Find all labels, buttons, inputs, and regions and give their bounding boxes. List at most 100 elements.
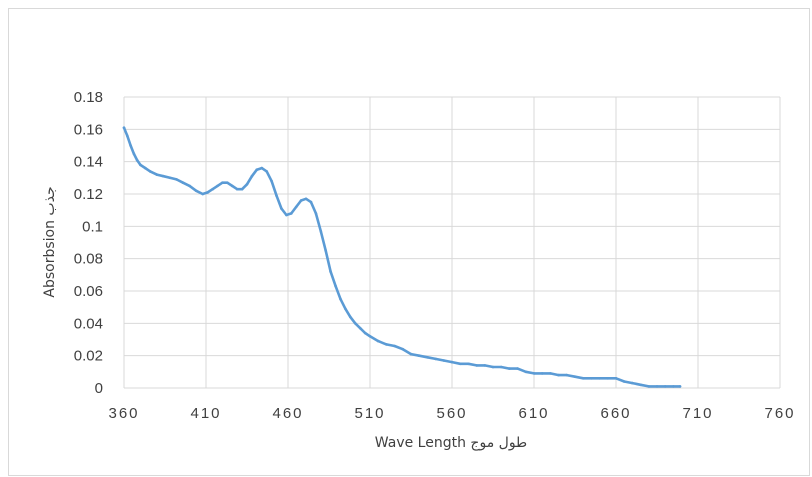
data-point — [260, 166, 264, 170]
x-tick-label: 560 — [436, 405, 467, 422]
data-point — [442, 359, 446, 362]
data-point — [206, 191, 209, 194]
data-point — [194, 189, 198, 193]
data-point — [499, 365, 503, 369]
data-point — [631, 381, 634, 385]
data-point — [614, 377, 618, 380]
data-point — [393, 344, 396, 348]
data-point — [148, 170, 152, 173]
data-point — [309, 200, 313, 204]
data-point — [250, 174, 254, 178]
data-point — [304, 197, 308, 201]
data-point — [211, 187, 214, 191]
data-point — [467, 362, 470, 366]
data-point — [221, 181, 224, 184]
data-point — [270, 179, 273, 183]
data-point — [290, 212, 293, 215]
data-point — [678, 385, 682, 388]
data-point — [329, 270, 332, 273]
x-tick-label: 510 — [354, 405, 385, 422]
data-point — [573, 375, 577, 379]
x-tick-label: 610 — [518, 405, 549, 422]
series-line — [122, 126, 682, 388]
y-tick-label: 0.08 — [74, 251, 103, 268]
y-tick-label: 0.02 — [74, 348, 103, 365]
y-tick-label: 0.12 — [74, 186, 103, 203]
data-point — [655, 385, 659, 388]
data-point — [285, 213, 288, 217]
data-point — [358, 326, 362, 330]
data-point — [280, 207, 283, 210]
y-tick-label: 0.16 — [74, 121, 103, 138]
y-tick-label: 0 — [95, 380, 103, 397]
data-point — [434, 357, 437, 361]
data-point — [516, 367, 519, 370]
data-point — [639, 383, 642, 387]
data-point — [299, 199, 303, 202]
x-tick-label: 410 — [190, 405, 221, 422]
data-point — [565, 373, 569, 377]
data-point — [339, 297, 342, 301]
data-point — [540, 372, 544, 375]
data-point — [663, 385, 667, 388]
data-point — [344, 307, 347, 311]
data-point — [458, 362, 462, 366]
x-axis-title: Wave Length طول موج — [375, 435, 527, 451]
x-tick-label: 460 — [272, 405, 303, 422]
data-point — [230, 184, 234, 188]
data-point — [314, 212, 318, 215]
data-point — [590, 377, 593, 380]
data-point — [132, 152, 136, 155]
y-axis-title: Absorbsion جذب — [42, 186, 58, 297]
data-point — [235, 187, 239, 191]
data-point — [162, 174, 165, 178]
data-point — [349, 315, 352, 319]
data-point — [226, 181, 229, 184]
data-point — [672, 385, 675, 388]
grid — [123, 96, 781, 389]
series-group — [122, 126, 682, 388]
data-point — [508, 367, 511, 370]
data-point — [139, 163, 142, 167]
data-point — [483, 364, 487, 367]
data-point — [450, 360, 454, 364]
data-point — [126, 134, 129, 138]
data-point — [622, 380, 626, 383]
data-point — [524, 370, 528, 374]
data-point — [426, 356, 429, 359]
data-point — [363, 331, 367, 335]
y-tick-label: 0.14 — [74, 154, 103, 171]
x-tick-label: 660 — [600, 405, 631, 422]
data-point — [188, 184, 191, 188]
data-point — [135, 158, 139, 162]
data-point — [532, 372, 536, 375]
data-point — [275, 194, 278, 197]
y-tick-label: 0.04 — [74, 315, 103, 332]
data-point — [294, 205, 298, 209]
data-point — [353, 322, 357, 325]
data-point — [368, 335, 372, 338]
data-point — [324, 249, 328, 252]
data-point — [245, 183, 249, 186]
data-point — [144, 166, 147, 170]
data-point — [255, 168, 259, 171]
data-point — [417, 354, 421, 358]
data-point — [201, 192, 204, 196]
data-point — [319, 229, 323, 233]
data-point — [129, 144, 132, 147]
x-tick-label: 710 — [682, 405, 713, 422]
data-point — [475, 364, 478, 367]
y-tick-labels: 0 0.02 0.04 0.06 0.08 0.1 0.12 0.14 0.16 0.18 — [74, 89, 103, 397]
data-point — [216, 184, 219, 188]
chart-frame — [8, 8, 810, 476]
data-point — [175, 178, 178, 181]
y-tick-label: 0.1 — [82, 218, 103, 235]
data-point — [334, 284, 337, 288]
x-tick-labels: 360 410 460 510 560 610 660 710 760 — [108, 405, 793, 422]
data-point — [401, 347, 405, 351]
data-point — [385, 343, 388, 346]
data-point — [265, 170, 269, 173]
data-point — [240, 187, 244, 191]
data-point — [122, 126, 126, 129]
